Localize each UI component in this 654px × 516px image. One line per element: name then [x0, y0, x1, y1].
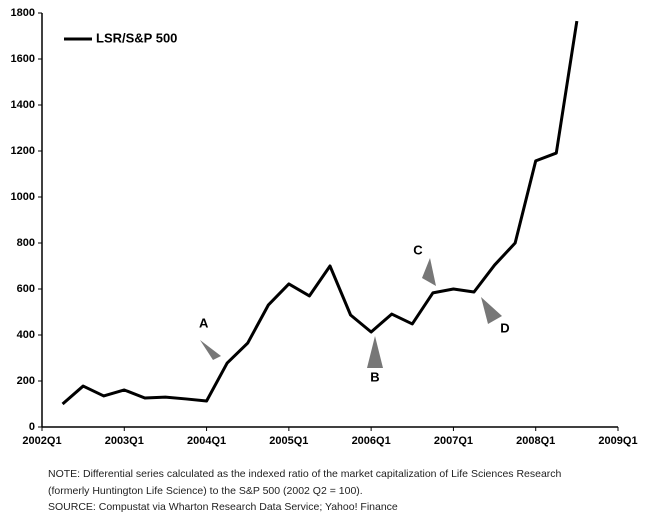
x-tick-label: 2009Q1: [598, 435, 637, 447]
y-tick-label: 0: [29, 421, 35, 433]
line-series: [61, 20, 579, 406]
note: (formerly Huntington Life Science) to th…: [48, 485, 363, 497]
y-tick-label: 1400: [11, 99, 35, 111]
y-tick-label: 800: [17, 237, 35, 249]
y-tick-label: 1000: [11, 191, 35, 203]
annotation: C: [413, 242, 423, 257]
x-tick-label: 2003Q1: [105, 435, 144, 447]
chart: LSR/S&P 500 A B C D 0 200 400 600 800 1000 120…: [11, 7, 638, 447]
pointer: [481, 297, 502, 324]
x-tick-label: 2005Q1: [269, 435, 308, 447]
y-tick-label: 1200: [11, 145, 35, 157]
x-tick-label: 2004Q1: [187, 435, 226, 447]
y-tick-label: 400: [17, 329, 35, 341]
annotation: B: [370, 369, 379, 384]
legend-label: LSR/S&P 500: [96, 30, 177, 45]
note: SOURCE: Compustat via Wharton Research D…: [48, 501, 398, 513]
annotation: D: [500, 320, 509, 335]
x-tick-label: 2006Q1: [352, 435, 391, 447]
y-tick-label: 1600: [11, 53, 35, 65]
y-tick-label: 1800: [11, 7, 35, 19]
pointer: [422, 258, 436, 286]
x-tick-label: 2008Q1: [516, 435, 555, 447]
annotation: A: [199, 315, 209, 330]
y-tick-label: 200: [17, 375, 35, 387]
y-tick-label: 600: [17, 283, 35, 295]
pointer: [200, 340, 221, 360]
note: NOTE: Differential series calculated as …: [48, 468, 562, 480]
x-tick-label: 2002Q1: [22, 435, 61, 447]
x-tick-label: 2007Q1: [434, 435, 473, 447]
pointer: [367, 336, 383, 368]
